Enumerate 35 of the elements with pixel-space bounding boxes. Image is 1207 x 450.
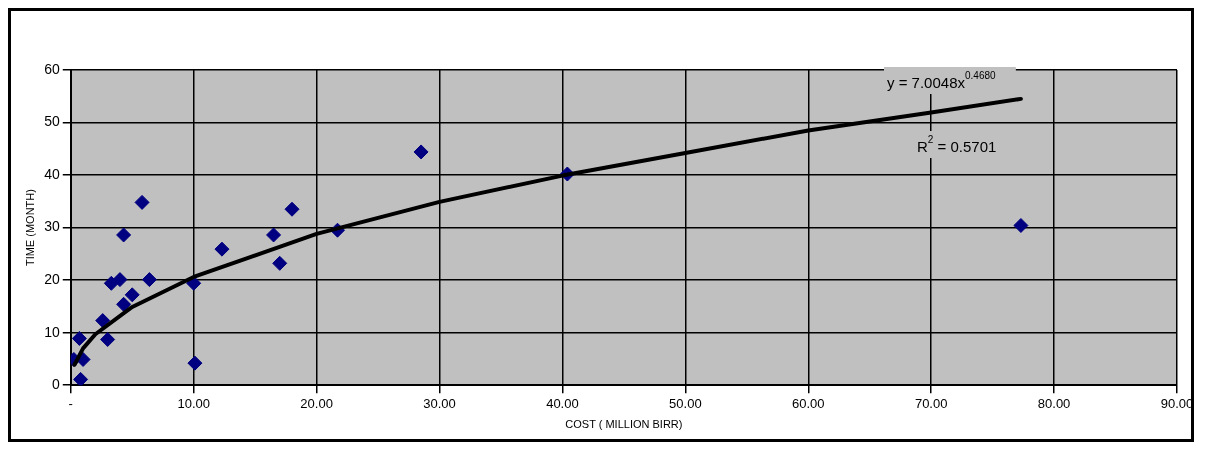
- point: [413, 144, 429, 160]
- point: [112, 272, 128, 288]
- x-tick-label: 10.00: [177, 395, 210, 411]
- point: [95, 313, 111, 329]
- point: [284, 201, 300, 217]
- y-tick-label: 50: [44, 113, 60, 130]
- point: [214, 241, 230, 257]
- x-tick-label: -: [68, 395, 73, 411]
- point: [266, 227, 282, 243]
- y-tick-label: 40: [44, 165, 60, 182]
- point: [100, 332, 116, 347]
- point: [1013, 218, 1029, 233]
- y-axis-title: TIME (MONTH): [23, 189, 36, 267]
- point: [272, 255, 288, 271]
- point: [73, 371, 89, 386]
- y-tick-label: 30: [44, 218, 60, 235]
- point: [116, 296, 132, 312]
- y-tick-label: 20: [44, 270, 60, 287]
- x-tick-label: 40.00: [546, 395, 579, 411]
- point: [141, 272, 157, 288]
- point: [71, 330, 87, 346]
- point: [116, 227, 132, 243]
- x-tick-label: 50.00: [669, 395, 702, 411]
- point: [124, 287, 140, 303]
- y-tick-label: 0: [51, 376, 60, 393]
- x-tick-label: 80.00: [1037, 395, 1071, 411]
- x-tick-label: 70.00: [914, 395, 948, 411]
- x-tick-label: 30.00: [423, 395, 456, 411]
- x-tick-label: 60.00: [791, 395, 825, 411]
- point: [134, 194, 150, 210]
- x-axis-title: COST ( MILLION BIRR): [565, 418, 683, 431]
- y-tick-label: 60: [44, 60, 60, 77]
- x-tick-label: 20.00: [300, 395, 333, 411]
- point: [187, 355, 203, 371]
- y-tick-label: 10: [44, 323, 60, 340]
